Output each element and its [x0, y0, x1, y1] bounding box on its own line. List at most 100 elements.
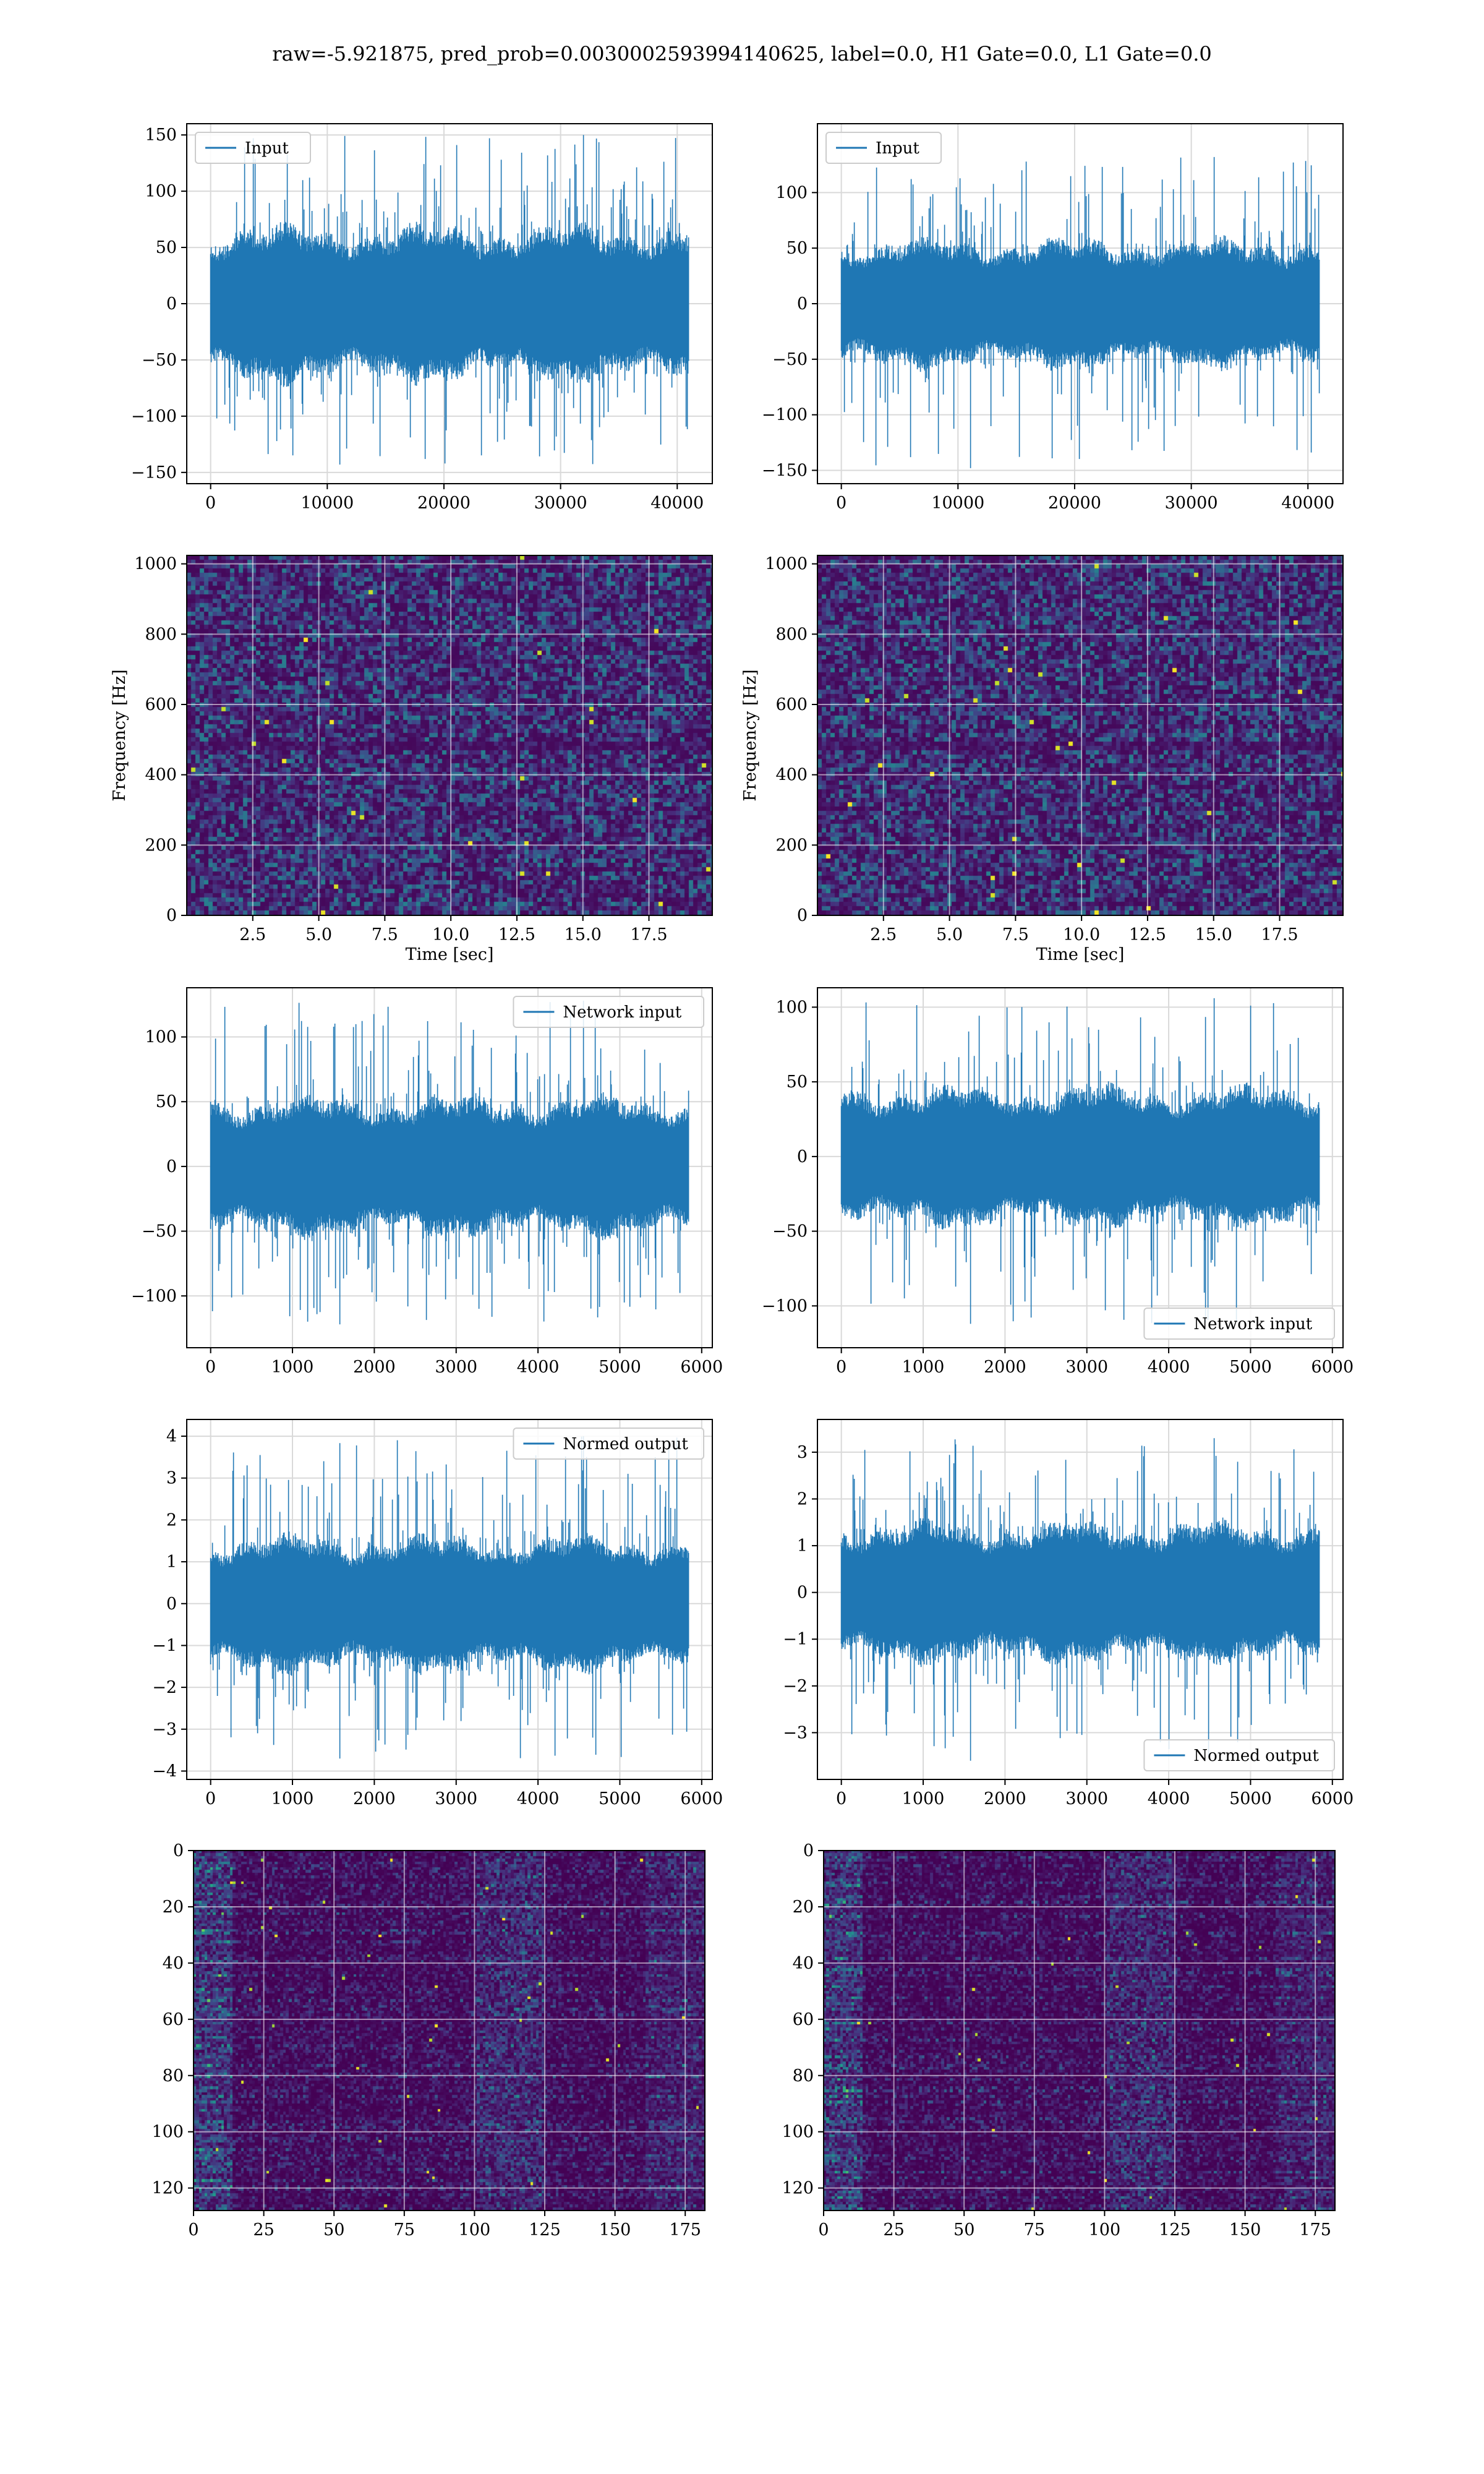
axes-frame [817, 987, 1344, 1348]
x-tick-label: 5.0 [936, 925, 963, 944]
y-tick-label: 60 [793, 2010, 814, 2029]
heatmap-image [194, 1851, 705, 2211]
y-tick-label: 1 [166, 1552, 177, 1572]
y-tick-label: 60 [163, 2010, 184, 2029]
axes-frame [817, 555, 1344, 916]
legend: Normed output [1143, 1739, 1336, 1771]
y-tick-label: −2 [783, 1677, 808, 1696]
y-tick-label: −100 [762, 1296, 808, 1316]
y-tick-label: 0 [797, 906, 808, 925]
x-tick-label: 10.0 [432, 925, 469, 944]
x-tick-label: 3000 [1065, 1358, 1108, 1377]
x-tick-label: 6000 [1311, 1358, 1354, 1377]
plot-input_l1: 0 10000 20000 30000 40000 −150 −100 −50 0 50 100 In… [762, 123, 1344, 513]
y-tick-label: 3 [797, 1443, 808, 1462]
series-line [210, 135, 689, 465]
x-tick-label: 5000 [599, 1789, 641, 1808]
y-tick-label: 4 [166, 1427, 177, 1446]
x-axis-label: Time [sec] [1036, 945, 1125, 964]
legend-label: Input [876, 139, 919, 158]
series-line [840, 156, 1320, 468]
legend-label: Network input [563, 1003, 681, 1022]
legend-box [1143, 1739, 1336, 1771]
x-tick-label: 5000 [1229, 1789, 1272, 1808]
plot-spec_h1: 2.5 5.0 7.5 10.0 12.5 15.0 17.5 0 200 400 600 800 10… [110, 555, 713, 964]
y-tick-label: 600 [145, 695, 177, 714]
y-tick-label: 0 [797, 1147, 808, 1166]
y-tick-label: 200 [145, 836, 177, 855]
y-tick-label: 800 [775, 625, 808, 644]
x-tick-label: 4000 [1148, 1358, 1190, 1377]
y-tick-label: 3 [166, 1469, 177, 1488]
x-tick-label: 6000 [680, 1358, 723, 1377]
plot-input_h1: 0 10000 20000 30000 40000 −150 −100 −50 0 50 100 15… [131, 123, 713, 513]
x-tick-label: 10000 [931, 494, 984, 513]
y-tick-label: 0 [803, 1841, 814, 1860]
x-tick-label: 0 [188, 2220, 198, 2240]
y-axis-label: Frequency [Hz] [741, 669, 760, 801]
plot-net_h1: 0 1000 2000 3000 4000 5000 6000 −100 −50 0 50 100 Ne… [131, 987, 723, 1377]
axes-frame [823, 1850, 1336, 2211]
y-tick-label: 0 [166, 1594, 177, 1614]
y-tick-label: 50 [156, 238, 177, 257]
x-tick-label: 20000 [417, 494, 471, 513]
x-tick-label: 3000 [1065, 1789, 1108, 1808]
x-tick-label: 0 [818, 2220, 829, 2240]
x-tick-label: 4000 [517, 1789, 560, 1808]
y-tick-label: 40 [163, 1954, 184, 1973]
x-tick-label: 3000 [435, 1358, 477, 1377]
x-tick-label: 0 [836, 1358, 846, 1377]
legend: Network input [513, 996, 705, 1028]
series-line [210, 1000, 689, 1325]
x-tick-label: 5000 [1229, 1358, 1272, 1377]
y-tick-label: −150 [762, 461, 808, 480]
y-tick-label: 20 [793, 1898, 814, 1917]
y-tick-label: −100 [762, 406, 808, 425]
series-line [840, 998, 1320, 1324]
y-tick-label: 20 [163, 1898, 184, 1917]
y-tick-label: 800 [145, 625, 177, 644]
x-tick-label: 0 [836, 494, 846, 513]
x-tick-label: 7.5 [1002, 925, 1029, 944]
axes-frame [186, 987, 713, 1348]
legend-label: Normed output [563, 1435, 688, 1453]
y-tick-label: −4 [152, 1761, 177, 1781]
x-tick-label: 5.0 [305, 925, 332, 944]
y-tick-label: 0 [166, 906, 177, 925]
y-tick-label: 150 [145, 126, 177, 145]
y-tick-label: 40 [793, 1954, 814, 1973]
axes-frame [193, 1850, 706, 2211]
legend: Input [825, 132, 942, 164]
x-tick-label: 5000 [599, 1358, 641, 1377]
x-tick-label: 10000 [301, 494, 354, 513]
x-tick-label: 12.5 [498, 925, 535, 944]
x-tick-label: 125 [1159, 2220, 1191, 2240]
x-tick-label: 2.5 [870, 925, 897, 944]
y-tick-label: 100 [782, 2123, 814, 2142]
y-tick-label: 400 [145, 766, 177, 785]
x-tick-label: 1000 [902, 1358, 945, 1377]
plot-feat_l1: 0 25 50 75 100 125 150 175 0 20 40 60 80 100 120 [782, 1841, 1336, 2240]
x-tick-label: 75 [394, 2220, 415, 2240]
y-tick-label: −50 [772, 1222, 808, 1241]
axes-frame [186, 1419, 713, 1780]
x-tick-label: 15.0 [1195, 925, 1232, 944]
y-tick-label: 200 [775, 836, 808, 855]
y-tick-label: 2 [797, 1489, 808, 1509]
y-tick-label: 120 [782, 2179, 814, 2198]
x-tick-label: 75 [1024, 2220, 1045, 2240]
legend-box [513, 1427, 705, 1460]
heatmap-image [824, 1851, 1335, 2211]
x-axis-label: Time [sec] [406, 945, 494, 964]
x-tick-label: 0 [205, 1789, 216, 1808]
y-tick-label: 0 [173, 1841, 184, 1860]
series-line [840, 1438, 1320, 1761]
x-tick-label: 4000 [517, 1358, 560, 1377]
heatmap-image [817, 555, 1343, 915]
figure-title: raw=-5.921875, pred_prob=0.0030002593994… [272, 42, 1212, 66]
axes-frame [817, 1419, 1344, 1780]
x-tick-label: 17.5 [1261, 925, 1298, 944]
x-tick-label: 6000 [680, 1789, 723, 1808]
x-tick-label: 1000 [902, 1789, 945, 1808]
y-tick-label: −1 [783, 1630, 808, 1649]
